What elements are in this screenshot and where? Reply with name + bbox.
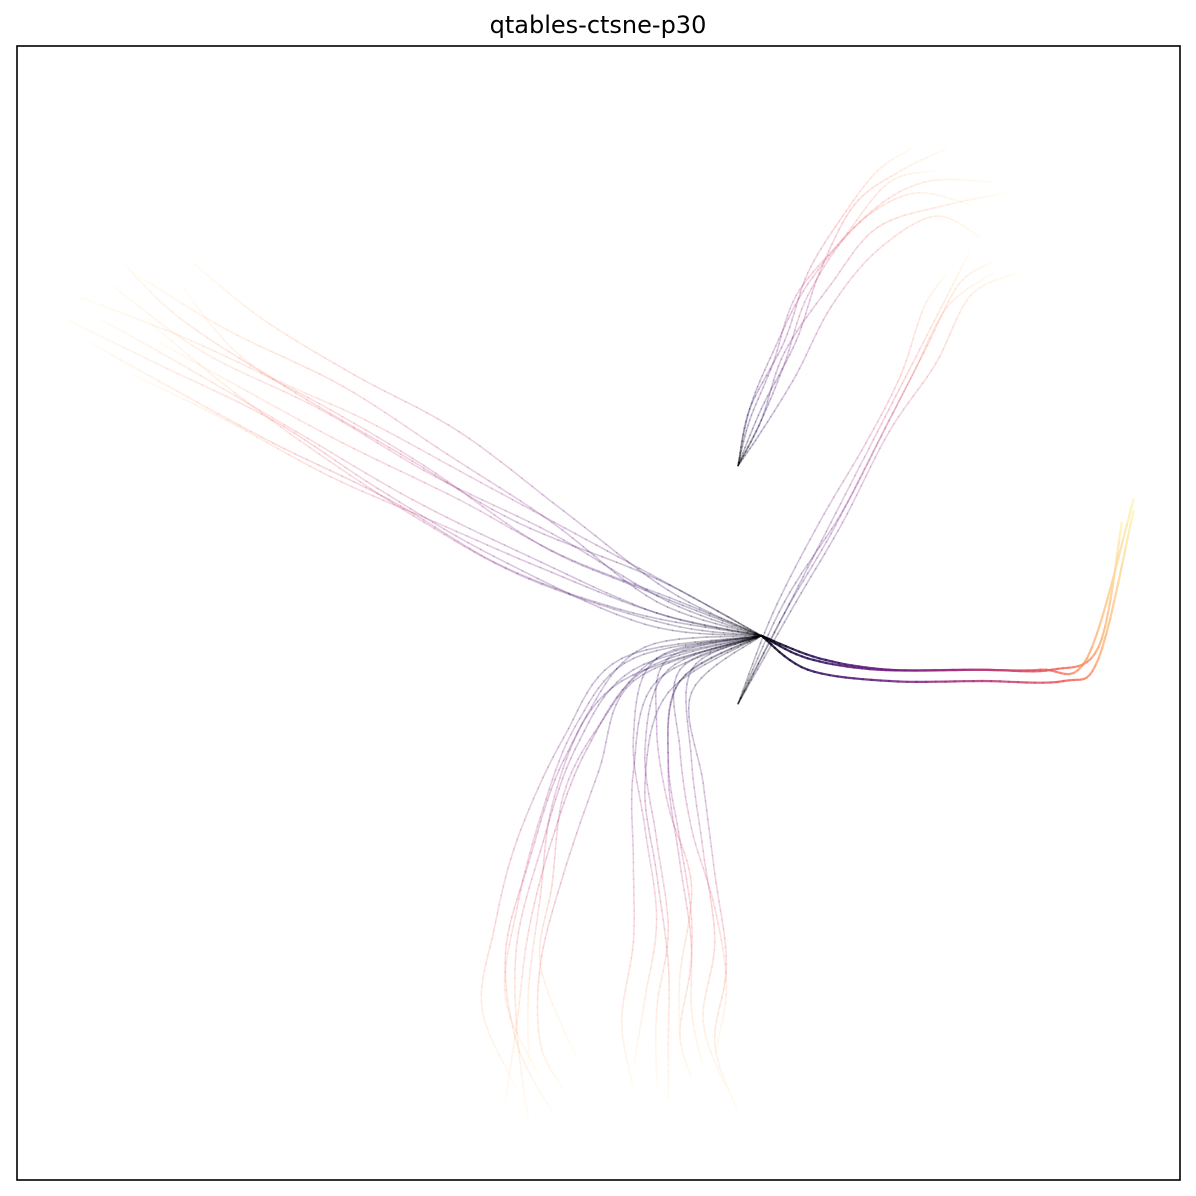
trajectory-upper-left-0: [97, 317, 763, 637]
trajectory-top-right-a-30: [737, 192, 972, 467]
trajectory-top-right-b-40: [737, 271, 995, 705]
trajectory-top-right-a-31: [737, 178, 995, 467]
trajectory-bottom-left-12: [504, 634, 763, 1102]
trajectory-bottom-right-28: [654, 634, 763, 1045]
trajectory-layer: [62, 147, 1135, 1125]
trajectory-top-right-a-32: [737, 147, 949, 467]
trajectory-right-tail-44: [760, 509, 1135, 684]
trajectory-bottom-left-18: [538, 634, 763, 1057]
trajectory-bottom-right-22: [632, 634, 763, 1068]
trajectory-upper-left-11: [132, 374, 763, 637]
trajectory-upper-left-5: [144, 317, 763, 637]
trajectory-top-right-a-36: [737, 147, 914, 467]
chart-title: qtables-ctsne-p30: [490, 11, 707, 39]
trajectory-bottom-left-16: [480, 634, 763, 1091]
trajectory-upper-left-6: [132, 271, 763, 637]
trajectory-upper-left-4: [155, 339, 763, 637]
trajectory-right-tail-43: [760, 521, 1123, 673]
trajectory-bottom-right-21: [667, 634, 763, 1079]
trajectory-bottom-left-14: [504, 634, 763, 1113]
trajectory-top-right-a-33: [737, 192, 1007, 467]
trajectory-top-right-b-37: [737, 249, 972, 705]
trajectory-upper-left-9: [62, 317, 763, 637]
trajectory-top-right-b-41: [737, 271, 1019, 705]
trajectory-bottom-right-20: [643, 634, 763, 1091]
trajectory-upper-left-8: [179, 283, 763, 637]
plot-area: [62, 147, 1135, 1125]
trajectory-top-right-b-38: [737, 260, 995, 705]
trajectory-bottom-right-24: [643, 634, 763, 1102]
trajectory-bottom-left-13: [503, 634, 763, 1079]
trajectory-upper-left-2: [74, 294, 763, 637]
trajectory-upper-left-7: [86, 339, 763, 637]
trajectory-top-right-a-34: [737, 169, 937, 467]
trajectory-top-right-a-35: [737, 215, 984, 467]
trajectory-bottom-left-17: [536, 634, 763, 1091]
plot-frame: [16, 45, 1181, 1181]
trajectory-upper-left-3: [120, 260, 763, 637]
trajectory-bottom-left-15: [527, 634, 763, 1068]
trajectory-top-right-b-39: [737, 271, 949, 705]
trajectory-bottom-left-19: [514, 634, 763, 1125]
trajectory-bottom-right-27: [687, 634, 763, 1113]
trajectory-bottom-right-25: [672, 634, 763, 1057]
trajectory-bottom-right-26: [620, 634, 763, 1091]
trajectory-bottom-right-29: [667, 634, 763, 1068]
trajectory-upper-left-10: [190, 260, 763, 637]
